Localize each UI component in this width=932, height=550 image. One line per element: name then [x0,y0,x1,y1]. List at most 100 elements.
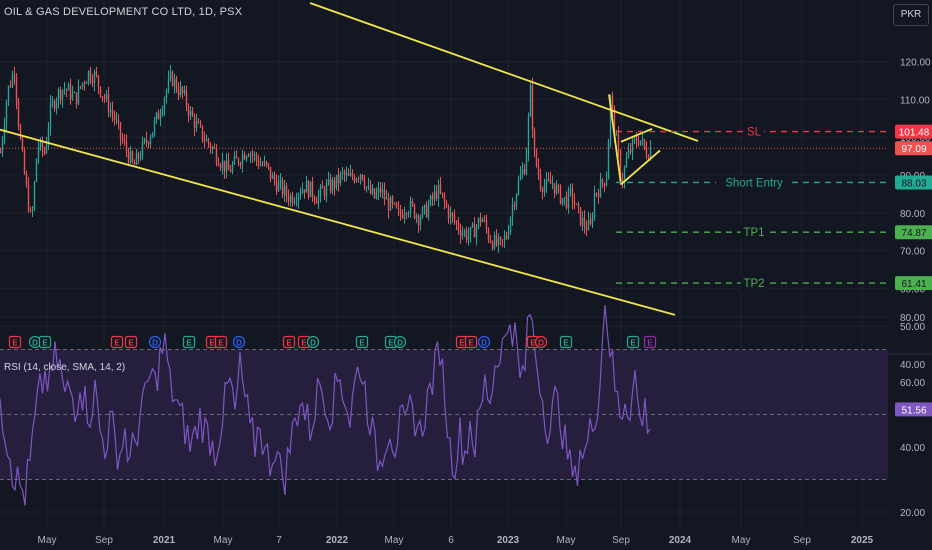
event-marker-label: E [647,339,653,348]
candle-body [187,106,190,116]
candle-body [111,109,114,115]
candle-body [585,227,588,230]
candle-body [237,158,240,164]
dividend-marker-icon [232,335,246,349]
event-marker[interactable]: E [384,335,398,349]
candle-body [203,139,206,142]
candle-body [229,170,232,172]
candle-body [5,101,8,125]
candle-body [425,204,428,217]
level-badge-tp: 74.87 [901,228,926,239]
currency-button[interactable]: PKR [893,4,929,26]
candle-body [87,70,90,83]
candle-body [377,187,380,193]
event-marker[interactable]: D [28,335,42,349]
event-marker[interactable]: D [393,335,407,349]
event-marker[interactable]: E [626,335,640,349]
candle-body [413,204,416,218]
event-marker-label: E [459,339,465,348]
candle-body [245,155,248,160]
dividend-marker-icon [534,335,548,349]
candle-body [591,216,594,224]
event-marker[interactable]: E [643,335,657,349]
candle-body [525,153,528,175]
event-marker[interactable]: D [148,335,162,349]
candle-body [23,149,26,174]
event-marker[interactable]: D [477,335,491,349]
event-marker[interactable]: E [464,335,478,349]
dividend-marker-icon [306,335,320,349]
candle-body [173,78,176,86]
candle-body [305,181,308,193]
event-marker[interactable]: D [232,335,246,349]
candle-body [253,154,256,156]
candle-body [149,137,152,145]
candle-body [381,189,384,193]
candle-body [637,143,640,145]
candle-body [429,195,432,205]
price-axis-tick: 100.00 [900,133,931,144]
candle-body [175,78,178,90]
candle-body [371,188,374,194]
earnings-marker-icon [8,335,22,349]
candle-body [209,144,212,150]
price-axis-tick: 110.00 [900,95,930,106]
candle-body [223,160,226,172]
event-marker[interactable]: E [182,335,196,349]
candle-body [43,150,46,154]
level-label-bg [740,276,768,291]
candle-body [643,139,646,149]
candle-body [445,202,448,207]
candle-body [47,128,50,143]
earnings-marker-icon [559,335,573,349]
candle-body [327,179,330,184]
candle-body [469,226,472,236]
event-marker[interactable]: E [214,335,228,349]
level-badge-tp: 61.41 [901,279,926,290]
candle-body [313,196,316,201]
event-marker[interactable]: E [355,335,369,349]
candle-body [557,185,560,187]
candle-body [19,125,22,139]
event-marker[interactable]: E [8,335,22,349]
candle-body [617,133,620,152]
candle-body [337,174,340,184]
candle-body [167,78,170,91]
candle-body [131,151,134,162]
event-marker[interactable]: E [110,335,124,349]
time-axis-tick: May [214,535,233,546]
level-label-entry: Short Entry [725,177,783,189]
event-marker[interactable]: D [306,335,320,349]
candle-body [555,185,558,194]
event-marker[interactable]: D [534,335,548,349]
candle-body [271,174,274,179]
event-marker[interactable]: E [559,335,573,349]
candle-body [311,181,314,197]
candle-body [233,156,236,164]
candle-body [127,151,130,163]
event-marker[interactable]: E [282,335,296,349]
trendline-0 [309,2,699,142]
candle-body [417,215,420,226]
candle-body [467,235,470,240]
event-marker-label: E [468,339,474,348]
candle-body [625,157,628,168]
event-marker[interactable]: E [124,335,138,349]
candle-body [69,84,72,99]
candle-body [365,186,368,188]
time-axis-tick: 2021 [153,535,176,546]
candle-body [423,204,426,208]
trendline-4 [608,94,622,185]
event-marker[interactable]: E [205,335,219,349]
level-label-tp: TP2 [743,278,764,290]
candle-body [205,139,208,142]
event-marker-label: D [397,339,403,348]
candle-body [251,153,254,156]
event-marker-label: D [32,339,38,348]
candle-body [257,159,260,166]
event-marker[interactable]: E [38,335,52,349]
candle-body [473,223,476,238]
candle-body [99,86,102,97]
candle-body [191,110,194,117]
